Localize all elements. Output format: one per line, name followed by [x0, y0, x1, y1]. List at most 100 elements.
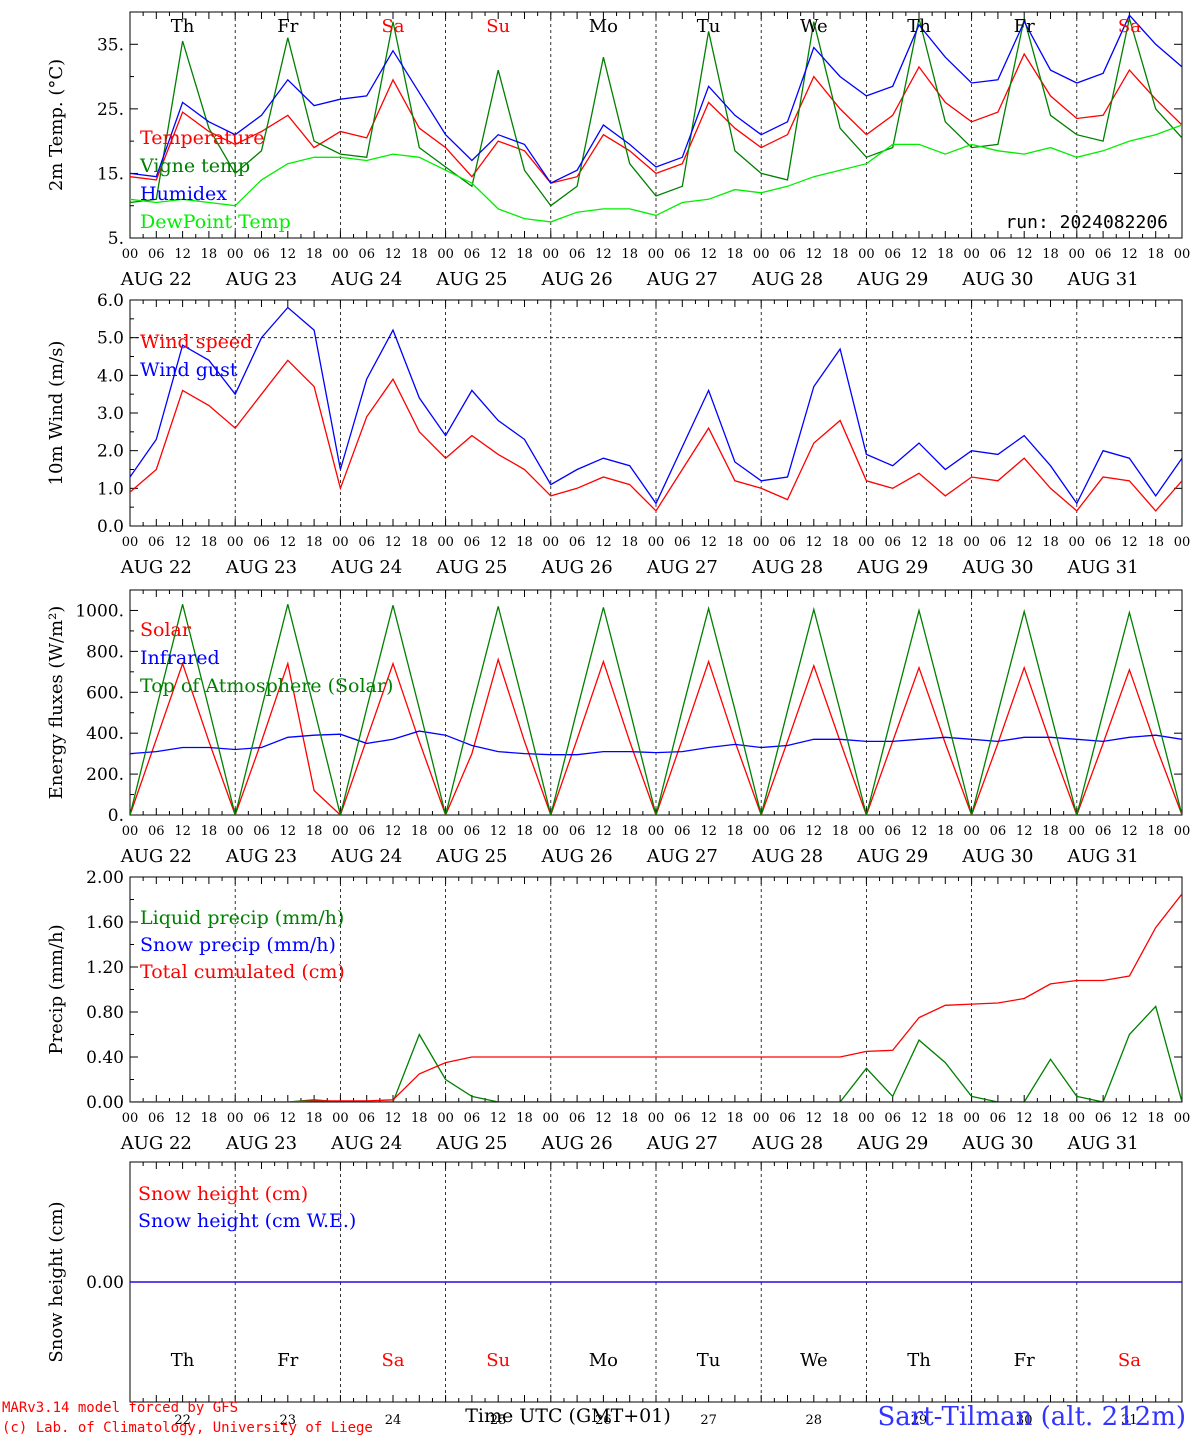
- panel-3: 0. 200. 400. 600. 800. 1000. Energy fluxes (W/…: [46, 589, 1190, 867]
- date-label: AUG 26: [541, 846, 613, 867]
- hour-tick-label: 00: [437, 1111, 454, 1126]
- date-label: AUG 29: [856, 1133, 928, 1154]
- hour-tick-label: 12: [174, 1111, 191, 1126]
- hour-tick-label: 00: [332, 535, 349, 550]
- hour-tick-label: 12: [700, 535, 717, 550]
- y-tick-label: 5.: [108, 229, 124, 249]
- hour-tick-label: 06: [464, 535, 481, 550]
- date-label: AUG 27: [646, 846, 718, 867]
- hour-tick-label: 18: [1147, 535, 1164, 550]
- hour-tick-label: 06: [884, 1111, 901, 1126]
- y-tick-label: 35.: [97, 35, 124, 55]
- hour-tick-label: 00: [858, 824, 875, 839]
- hour-tick-label: 12: [1121, 247, 1138, 262]
- hour-tick-label: 00: [858, 247, 875, 262]
- legend-entry: Snow height (cm W.E.): [138, 1210, 356, 1232]
- y-tick-label: 25.: [97, 100, 124, 120]
- hour-tick-label: 00: [1069, 1111, 1086, 1126]
- hour-tick-label: 06: [1095, 824, 1112, 839]
- hour-tick-label: 00: [648, 535, 665, 550]
- hour-tick-label: 18: [1147, 824, 1164, 839]
- y-tick-label: 0.0: [97, 517, 124, 537]
- hour-tick-label: 18: [1042, 535, 1059, 550]
- hour-tick-label: 00: [332, 1111, 349, 1126]
- date-label: AUG 28: [751, 269, 823, 290]
- legend-entry: Snow height (cm): [138, 1183, 308, 1205]
- panel-1: 5. 15. 25. 35. 2m Temp. (°C) Temperature Vigne…: [46, 11, 1190, 290]
- hour-tick-label: 18: [306, 1111, 323, 1126]
- date-label: AUG 24: [330, 557, 402, 578]
- date-label: AUG 30: [961, 846, 1033, 867]
- hour-tick-label: 12: [280, 247, 297, 262]
- y-axis-label: 2m Temp. (°C): [46, 59, 67, 191]
- day-number-label: 27: [700, 1413, 717, 1428]
- hour-tick-label: 12: [806, 824, 823, 839]
- day-number-label: 24: [385, 1413, 402, 1428]
- hour-tick-label: 06: [779, 1111, 796, 1126]
- hour-tick-label: 12: [1121, 535, 1138, 550]
- hour-tick-label: 06: [1095, 535, 1112, 550]
- date-label: AUG 28: [751, 846, 823, 867]
- hour-tick-label: 06: [990, 824, 1007, 839]
- hour-tick-label: 18: [727, 1111, 744, 1126]
- hour-tick-label: 12: [700, 824, 717, 839]
- date-label: AUG 22: [120, 557, 192, 578]
- hour-tick-label: 00: [858, 535, 875, 550]
- hour-tick-label: 00: [963, 535, 980, 550]
- hour-tick-label: 00: [858, 1111, 875, 1126]
- weekday-label: Su: [486, 1350, 510, 1371]
- hour-tick-label: 00: [437, 535, 454, 550]
- legend-entry: Wind gust: [140, 359, 238, 381]
- y-tick-label: 400.: [86, 724, 124, 744]
- weekday-label: Sa: [381, 16, 404, 37]
- hour-tick-label: 06: [990, 247, 1007, 262]
- date-label: AUG 25: [435, 1133, 507, 1154]
- hour-tick-label: 18: [727, 535, 744, 550]
- weekday-label: Fr: [1014, 16, 1035, 37]
- date-label: AUG 30: [961, 269, 1033, 290]
- hour-tick-label: 12: [806, 535, 823, 550]
- hour-tick-label: 00: [1069, 824, 1086, 839]
- hour-tick-label: 00: [753, 535, 770, 550]
- hour-tick-label: 06: [569, 535, 586, 550]
- date-label: AUG 22: [120, 846, 192, 867]
- date-label: AUG 31: [1067, 1133, 1139, 1154]
- hour-tick-label: 12: [280, 1111, 297, 1126]
- date-label: AUG 26: [541, 1133, 613, 1154]
- run-annotation: run: 2024082206: [1005, 212, 1168, 233]
- y-tick-label: 1.60: [86, 913, 124, 933]
- hour-tick-label: 00: [543, 1111, 560, 1126]
- hour-tick-label: 12: [806, 1111, 823, 1126]
- date-label: AUG 26: [541, 269, 613, 290]
- hour-tick-label: 06: [464, 824, 481, 839]
- hour-tick-label: 18: [621, 535, 638, 550]
- hour-tick-label: 00: [648, 824, 665, 839]
- y-axis-label: Precip (mm/h): [46, 924, 67, 1054]
- hour-tick-label: 06: [148, 824, 165, 839]
- date-label: AUG 27: [646, 1133, 718, 1154]
- hour-tick-label: 18: [1042, 824, 1059, 839]
- date-label: AUG 26: [541, 557, 613, 578]
- hour-tick-label: 18: [516, 535, 533, 550]
- legend-entry: DewPoint Temp: [140, 211, 291, 233]
- hour-tick-label: 12: [595, 1111, 612, 1126]
- hour-tick-label: 00: [437, 824, 454, 839]
- day-number-label: 22: [174, 1413, 191, 1428]
- series-line-total-cumulated-cm: [130, 893, 1182, 1102]
- series-line-vigne-temp: [130, 18, 1182, 207]
- hour-tick-label: 12: [700, 247, 717, 262]
- legend-entry: Wind speed: [140, 331, 252, 353]
- date-label: AUG 31: [1067, 269, 1139, 290]
- weekday-label: We: [800, 16, 828, 37]
- hour-tick-label: 06: [674, 824, 691, 839]
- hour-tick-label: 12: [1016, 247, 1033, 262]
- day-number-label: 25: [490, 1413, 507, 1428]
- hour-tick-label: 06: [253, 1111, 270, 1126]
- hour-tick-label: 18: [832, 247, 849, 262]
- y-tick-label: 1.0: [97, 479, 124, 499]
- legend-entry: Top of Atmosphere (Solar): [140, 675, 393, 697]
- panel-5: 0.00 Snow height (cm) Snow height (cm) Snow…: [46, 1161, 1183, 1428]
- hour-tick-label: 06: [1095, 1111, 1112, 1126]
- hour-tick-label: 12: [911, 824, 928, 839]
- date-label: AUG 25: [435, 269, 507, 290]
